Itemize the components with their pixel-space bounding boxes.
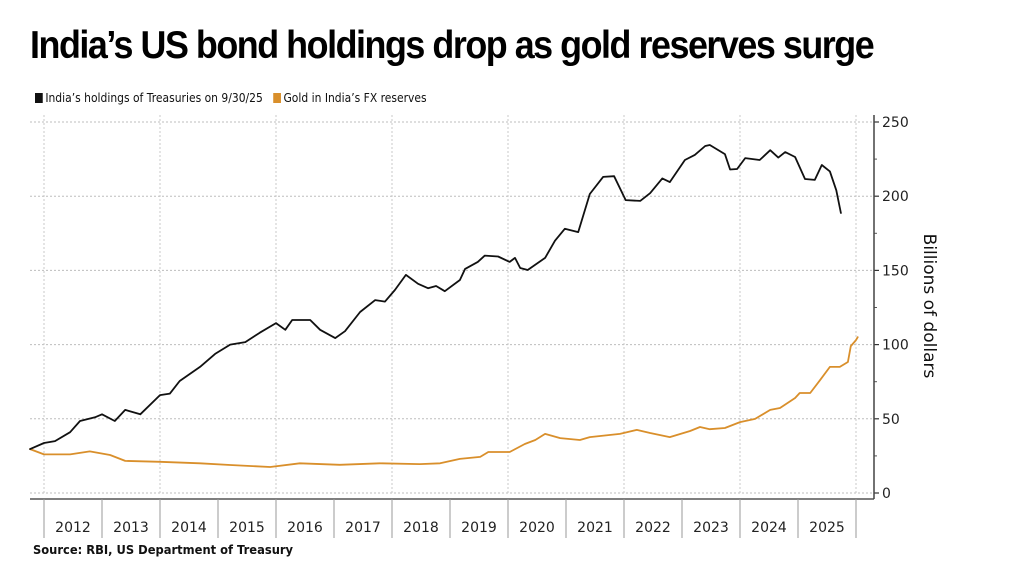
- source-note: Source: RBI, US Department of Treasury: [33, 542, 294, 557]
- y-tick-label: 200: [882, 189, 909, 205]
- x-tick-label: 2022: [635, 520, 671, 536]
- gold-line: [29, 336, 859, 468]
- treasuries-line: [29, 144, 842, 450]
- x-tick-label: 2020: [519, 520, 555, 536]
- x-tick-label: 2016: [287, 520, 323, 536]
- x-tick-label: 2023: [693, 520, 729, 536]
- legend-label-treasuries: India’s holdings of Treasuries on 9/30/2…: [45, 90, 263, 105]
- x-axis: 2012 2013 2014 2015 2016 2017 2018 2019 2020 2021…: [30, 498, 874, 538]
- legend-swatch-gold: [273, 92, 281, 103]
- x-tick-label: 2015: [229, 520, 265, 536]
- legend: India’s holdings of Treasuries on 9/30/2…: [35, 90, 437, 105]
- x-tick-label: 2012: [55, 520, 91, 536]
- x-tick-label: 2018: [403, 520, 439, 536]
- legend-item-gold: Gold in India’s FX reserves: [273, 90, 427, 105]
- series-lines: [29, 144, 859, 468]
- y-tick-label: 150: [882, 263, 909, 279]
- chart-title: India’s US bond holdings drop as gold re…: [30, 24, 875, 67]
- x-tick-label: 2019: [461, 520, 497, 536]
- legend-label-gold: Gold in India’s FX reserves: [283, 90, 427, 105]
- y-axis: 0 50 100 150 200 250: [873, 115, 909, 502]
- x-tick-label: 2014: [171, 520, 207, 536]
- x-tick-label: 2025: [809, 520, 845, 536]
- x-tick-label: 2021: [577, 520, 613, 536]
- legend-item-treasuries: India’s holdings of Treasuries on 9/30/2…: [35, 90, 263, 105]
- x-tick-label: 2017: [345, 520, 381, 536]
- y-tick-label: 0: [882, 486, 891, 502]
- gridlines: [30, 115, 874, 494]
- legend-swatch-treasuries: [35, 92, 43, 103]
- y-tick-label: 100: [882, 338, 909, 354]
- y-tick-label: 250: [882, 115, 909, 131]
- x-tick-label: 2024: [751, 520, 787, 536]
- y-tick-label: 50: [882, 412, 900, 428]
- y-axis-title: Billions of dollars: [919, 234, 939, 379]
- x-tick-label: 2013: [113, 520, 149, 536]
